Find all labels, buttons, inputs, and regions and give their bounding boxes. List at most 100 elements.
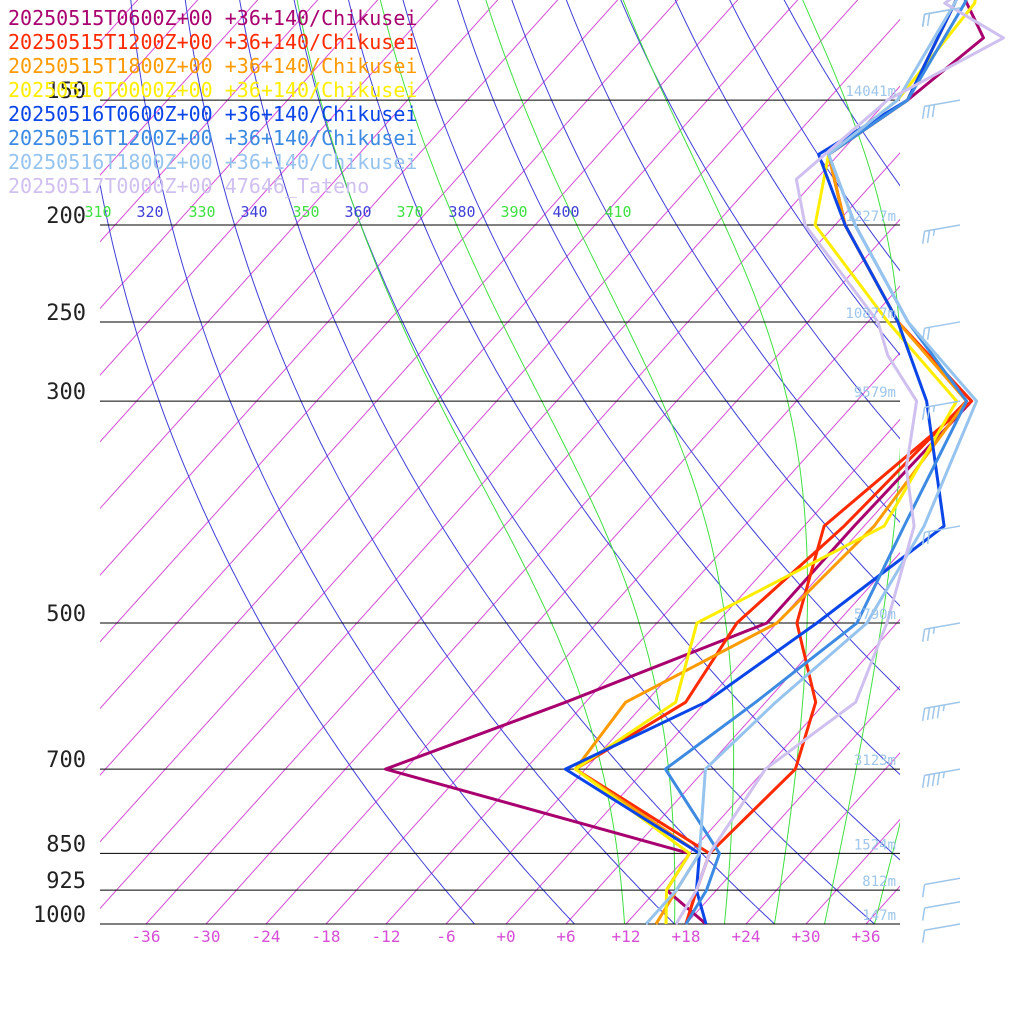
x-tick-label: +18 (672, 927, 701, 946)
wind-barb (921, 525, 961, 545)
wind-barb (921, 7, 961, 27)
legend-entry: 20250515T0600Z+00 +36+140/Chikusei (8, 6, 418, 30)
moist-adiabat-line (925, 0, 1024, 924)
isotherm-line (100, 0, 379, 310)
x-tick-label: -24 (252, 927, 281, 946)
legend-entry: 20250515T1800Z+00 +36+140/Chikusei (8, 54, 418, 78)
isotherm-line (100, 0, 499, 443)
moist-adiabat-line (622, 0, 808, 924)
pressure-label: 150 (46, 79, 86, 104)
isotherm-line (926, 0, 1024, 924)
isotherm-line (865, 885, 900, 924)
isotherm-line (986, 0, 1024, 924)
isotherm-line (625, 618, 900, 924)
wind-barb (921, 877, 961, 898)
isotherm-line (100, 0, 859, 843)
pressure-lines (100, 99, 900, 925)
dry-adiabat-line (674, 0, 900, 356)
pressure-label: 700 (46, 748, 86, 773)
theta-label: 340 (240, 203, 267, 221)
legend-entry: 20250516T0600Z+00 +36+140/Chikusei (8, 102, 418, 126)
dry-adiabat-line (184, 0, 675, 924)
pressure-label: 500 (46, 602, 86, 627)
isotherm-line (385, 352, 900, 924)
height-label: 3123m (854, 753, 896, 769)
isotherm-line (100, 0, 319, 243)
x-tick-label: +0 (496, 927, 515, 946)
moist-adiabat-line (802, 0, 900, 924)
legend-entry: 20250515T1200Z+00 +36+140/Chikusei (8, 30, 418, 54)
dry-adiabat-line (511, 0, 900, 607)
series-line (684, 0, 974, 925)
height-label: 12277m (845, 209, 896, 225)
dry-adiabat-line (293, 0, 875, 924)
dry-adiabat-line (620, 0, 900, 440)
x-tick-label: -6 (436, 927, 455, 946)
wind-barb (921, 321, 961, 341)
pressure-label: 1000 (33, 903, 86, 928)
series-line (644, 0, 979, 926)
moist-adiabat-line (975, 0, 1024, 924)
dry-adiabat-lines (100, 0, 900, 924)
isotherm-line (745, 752, 900, 924)
dry-adiabat-line (565, 0, 900, 523)
legend: 20250515T0600Z+00 +36+140/Chikusei 202505… (8, 6, 417, 198)
dry-adiabat-line (348, 0, 900, 861)
isotherm-line (100, 18, 900, 910)
theta-label: 350 (292, 203, 319, 221)
isotherm-line (445, 418, 900, 924)
legend-entry: 20250516T1800Z+00 +36+140/Chikusei (8, 150, 418, 174)
height-label: 9579m (854, 385, 896, 401)
dry-adiabat-line (130, 0, 575, 924)
series-line (573, 0, 977, 925)
moist-adiabat-line (874, 821, 900, 924)
wind-barbs (921, 7, 961, 943)
wind-barb (921, 900, 961, 921)
x-tick-label: -30 (192, 927, 221, 946)
height-label: 147m (862, 908, 896, 924)
legend-entry: 20250516T1200Z+00 +36+140/Chikusei (8, 126, 418, 150)
theta-label: 360 (344, 203, 371, 221)
wind-barb (921, 923, 961, 943)
x-tick-label: +24 (732, 927, 761, 946)
height-label: 10877m (845, 306, 896, 322)
isotherm-line (100, 0, 739, 710)
dry-adiabat-line (100, 181, 475, 924)
isotherm-line (100, 0, 799, 776)
sounding-series (383, 0, 1005, 926)
dry-adiabat-line (456, 0, 900, 691)
x-tick-label: -12 (372, 927, 401, 946)
isotherm-line (100, 0, 679, 643)
isotherm-line (565, 552, 900, 924)
series-line (563, 0, 958, 925)
wind-barb (921, 400, 961, 420)
theta-label: 330 (188, 203, 215, 221)
isotherm-line (505, 485, 900, 924)
x-tick-label: +6 (556, 927, 575, 946)
pressure-label: 300 (46, 380, 86, 405)
isotherm-lines (100, 0, 1024, 924)
isotherm-line (100, 0, 559, 510)
theta-label: 410 (604, 203, 631, 221)
wind-barb (921, 622, 961, 642)
pressure-label: 850 (46, 832, 86, 857)
isotherm-line (265, 218, 900, 924)
isotherm-line (685, 685, 900, 924)
x-tick-label: -18 (312, 927, 341, 946)
x-tick-label: +30 (792, 927, 821, 946)
theta-label: 310 (84, 203, 111, 221)
theta-label: 380 (448, 203, 475, 221)
legend-entry: 20250516T0000Z+00 +36+140/Chikusei (8, 78, 418, 102)
height-label: 5790m (854, 607, 896, 623)
wind-barb (921, 701, 961, 722)
dry-adiabat-line (783, 0, 900, 187)
pressure-label: 200 (46, 204, 86, 229)
height-label: 14041m (845, 84, 896, 100)
pressure-label: 250 (46, 301, 86, 326)
x-tick-label: +36 (852, 927, 881, 946)
dry-adiabat-line (239, 0, 775, 924)
theta-label: 370 (396, 203, 423, 221)
isotherm-line (100, 0, 619, 576)
x-tick-label: +12 (612, 927, 641, 946)
